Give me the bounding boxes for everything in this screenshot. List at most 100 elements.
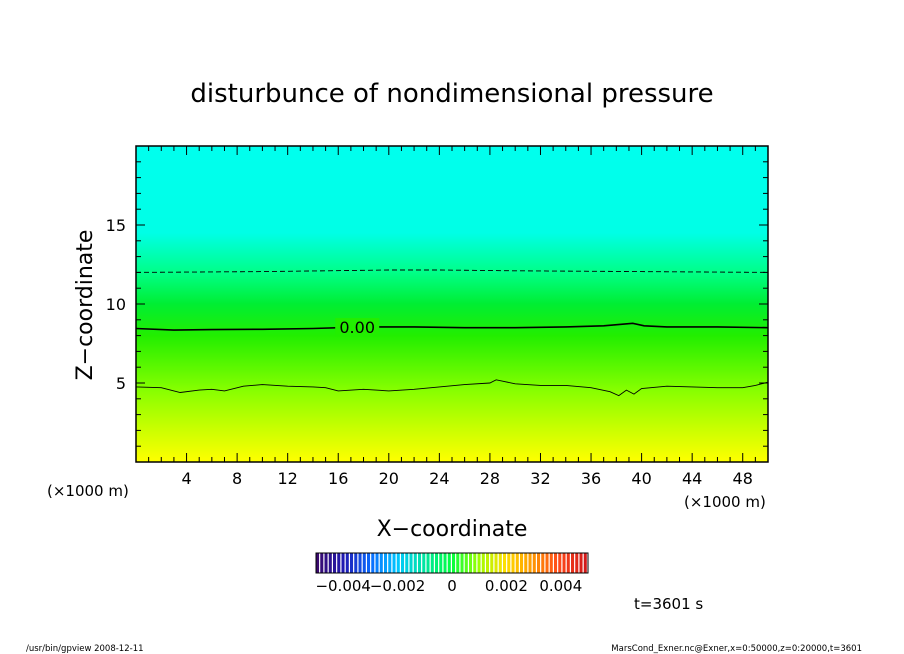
colorbar-stripe bbox=[562, 553, 566, 573]
colorbar-stripe bbox=[341, 553, 345, 573]
colorbar-stripe bbox=[401, 553, 405, 573]
colorbar-stripe bbox=[384, 553, 388, 573]
colorbar-stripe bbox=[464, 553, 468, 573]
colorbar-stripe bbox=[566, 553, 570, 573]
x-tick-label: 16 bbox=[328, 469, 348, 488]
contour-label-bg bbox=[335, 318, 380, 337]
colorbar-tick-labels: −0.004−0.002 0 0.002 0.004 bbox=[315, 577, 582, 595]
footer-right: MarsCond_Exner.nc@Exner,x=0:50000,z=0:20… bbox=[611, 644, 862, 654]
colorbar-stripe bbox=[490, 553, 494, 573]
colorbar-stripe bbox=[532, 553, 536, 573]
colorbar-tick-label: 0.004 bbox=[539, 577, 582, 595]
x-tick-label: 12 bbox=[278, 469, 298, 488]
chart-title: disturbunce of nondimensional pressure bbox=[190, 79, 713, 109]
colorbar-stripe bbox=[358, 553, 362, 573]
colorbar-stripe bbox=[328, 553, 332, 573]
colorbar-stripe bbox=[418, 553, 422, 573]
x-tick-label: 44 bbox=[682, 469, 702, 488]
time-annotation: t=3601 s bbox=[634, 595, 703, 613]
colorbar-stripe bbox=[507, 553, 511, 573]
x-tick-label: 48 bbox=[733, 469, 753, 488]
colorbar-stripe bbox=[583, 553, 587, 573]
x-tick-label: 4 bbox=[181, 469, 191, 488]
contour-labels: 0.00 bbox=[335, 318, 380, 337]
colorbar-stripe bbox=[392, 553, 396, 573]
contour-label: 0.00 bbox=[339, 318, 375, 337]
colorbar-tick-label: −0.004 bbox=[315, 577, 371, 595]
y-tick-label: 15 bbox=[106, 216, 126, 235]
colorbar-stripe bbox=[452, 553, 456, 573]
colorbar-stripe bbox=[554, 553, 558, 573]
colorbar-stripe bbox=[549, 553, 553, 573]
x-tick-label: 8 bbox=[232, 469, 242, 488]
colorbar-stripe bbox=[405, 553, 409, 573]
colorbar-stripe bbox=[503, 553, 507, 573]
colorbar-stripe bbox=[362, 553, 366, 573]
colorbar-stripe bbox=[481, 553, 485, 573]
x-tick-labels: 4 8 12 16 20 24 28 32 36 40 44 48 bbox=[181, 469, 752, 488]
colorbar-stripe bbox=[379, 553, 383, 573]
contour-lines bbox=[136, 269, 768, 397]
colorbar-stripe bbox=[541, 553, 545, 573]
colorbar-stripe bbox=[537, 553, 541, 573]
x-tick-label: 36 bbox=[581, 469, 601, 488]
colorbar-stripe bbox=[413, 553, 417, 573]
y-tick-label: 10 bbox=[106, 295, 126, 314]
colorbar-stripe bbox=[426, 553, 430, 573]
colorbar-stripe bbox=[558, 553, 562, 573]
colorbar-stripe bbox=[515, 553, 519, 573]
contour-line-1 bbox=[136, 379, 768, 397]
colorbar-stripe bbox=[456, 553, 460, 573]
colorbar-stripe bbox=[367, 553, 371, 573]
colorbar-stripe bbox=[435, 553, 439, 573]
colorbar-stripe bbox=[316, 553, 320, 573]
colorbar-stripe bbox=[494, 553, 498, 573]
y-tick-label: 5 bbox=[116, 374, 126, 393]
x-tick-label: 28 bbox=[480, 469, 500, 488]
colorbar-stripe bbox=[350, 553, 354, 573]
x-tick-label: 32 bbox=[530, 469, 550, 488]
colorbar-stripe bbox=[477, 553, 481, 573]
x-tick-label: 20 bbox=[379, 469, 399, 488]
colorbar-stripe bbox=[528, 553, 532, 573]
colorbar-stripe bbox=[486, 553, 490, 573]
colorbar-stripe bbox=[511, 553, 515, 573]
y-axis-unit-label: (×1000 m) bbox=[47, 482, 129, 500]
colorbar-stripe bbox=[443, 553, 447, 573]
colorbar-stripe bbox=[524, 553, 528, 573]
y-axis-label: Z−coordinate bbox=[73, 230, 98, 381]
colorbar-stripe bbox=[545, 553, 549, 573]
colorbar-stripe bbox=[575, 553, 579, 573]
colorbar-stripe bbox=[430, 553, 434, 573]
colorbar bbox=[315, 552, 589, 574]
colorbar-stripe bbox=[498, 553, 502, 573]
y-tick-labels: 5 10 15 bbox=[106, 216, 126, 393]
colorbar-stripe bbox=[324, 553, 328, 573]
colorbar-tick-label: 0 bbox=[447, 577, 457, 595]
colorbar-stripe bbox=[469, 553, 473, 573]
x-tick-label: 24 bbox=[429, 469, 449, 488]
contour-line-0 bbox=[136, 322, 768, 331]
colorbar-stripe bbox=[345, 553, 349, 573]
axis-ticks bbox=[136, 146, 768, 462]
colorbar-stripe bbox=[337, 553, 341, 573]
colorbar-stripe bbox=[371, 553, 375, 573]
colorbar-stripe bbox=[354, 553, 358, 573]
colorbar-tick-label: −0.002 bbox=[370, 577, 426, 595]
colorbar-tick-label: 0.002 bbox=[485, 577, 528, 595]
x-axis-unit-label: (×1000 m) bbox=[684, 493, 766, 511]
colorbar-stripe bbox=[579, 553, 583, 573]
colorbar-stripe bbox=[473, 553, 477, 573]
contour-line-2 bbox=[136, 269, 768, 273]
x-tick-label: 40 bbox=[631, 469, 651, 488]
colorbar-stripe bbox=[375, 553, 379, 573]
x-axis-label: X−coordinate bbox=[377, 517, 528, 542]
colorbar-stripe bbox=[520, 553, 524, 573]
colorbar-stripe bbox=[388, 553, 392, 573]
colorbar-stripe bbox=[422, 553, 426, 573]
colorbar-stripe bbox=[333, 553, 337, 573]
colorbar-stripe bbox=[396, 553, 400, 573]
footer-left: /usr/bin/gpview 2008-12-11 bbox=[26, 644, 144, 654]
